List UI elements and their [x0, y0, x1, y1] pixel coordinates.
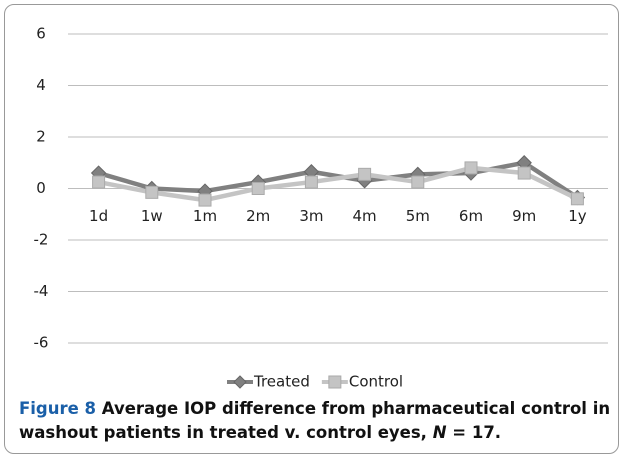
marker	[570, 192, 584, 206]
marker	[304, 175, 318, 189]
x-tick-label: 4m	[353, 207, 377, 225]
legend-label: Treated	[253, 373, 310, 391]
caption: Figure 8 Average IOP difference from pha…	[19, 397, 618, 445]
x-tick-label: 5m	[406, 207, 430, 225]
legend-marker	[233, 375, 247, 389]
chart: -6 -4 -2 0 2 4 6 1d 1w 1m 2m 3m 4m 5m 6m 9m 1y Treated Con…	[34, 25, 608, 391]
x-tick-label: 3m	[299, 207, 323, 225]
legend-marker	[328, 375, 342, 389]
x-tick-label: 1m	[193, 207, 217, 225]
x-tick-label: 9m	[512, 207, 536, 225]
marker	[517, 166, 531, 180]
legend-label: Control	[349, 373, 403, 391]
x-tick-label: 1w	[141, 207, 163, 225]
marker	[358, 167, 372, 181]
y-tick-label: -2	[34, 231, 49, 249]
y-tick-label: -4	[34, 282, 49, 300]
x-tick-label: 2m	[246, 207, 270, 225]
marker	[145, 185, 159, 199]
x-tick-label: 1d	[89, 207, 108, 225]
caption-n: N	[432, 423, 447, 442]
legend-item: Treated	[227, 373, 310, 391]
y-tick-label: 6	[36, 25, 46, 43]
series-line	[98, 165, 579, 203]
y-tick-label: 0	[36, 179, 46, 197]
caption-text: Average IOP difference from pharmaceutic…	[19, 399, 611, 442]
y-tick-label: 2	[36, 128, 46, 146]
y-tick-label: 4	[36, 76, 46, 94]
marker	[251, 182, 265, 195]
caption-label: Figure 8	[19, 399, 97, 418]
figure: -6 -4 -2 0 2 4 6 1d 1w 1m 2m 3m 4m 5m 6m 9m 1y Treated Con…	[4, 4, 619, 454]
marker	[198, 193, 212, 207]
marker	[464, 161, 478, 175]
y-tick-label: -6	[34, 334, 49, 352]
x-tick-label: 6m	[459, 207, 483, 225]
marker	[92, 175, 106, 189]
caption-rest: = 17.	[452, 423, 502, 442]
x-tick-label: 1y	[568, 207, 587, 225]
legend-item: Control	[321, 373, 403, 391]
marker	[411, 175, 425, 189]
